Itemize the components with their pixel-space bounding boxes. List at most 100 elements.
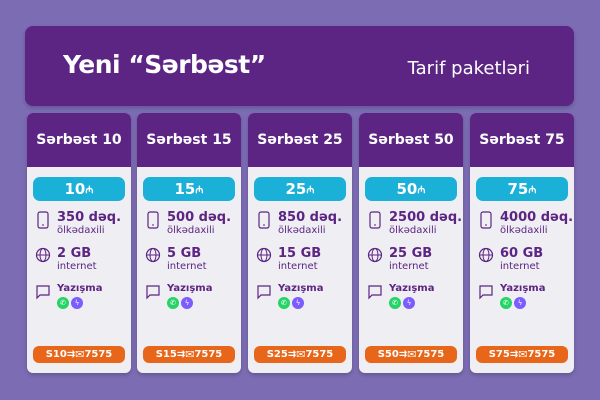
minutes-label: ölkədaxili xyxy=(500,225,548,236)
sms-code-button[interactable]: S25 ⇉ ✉ 7575 xyxy=(254,346,346,363)
minutes-label: ölkədaxili xyxy=(278,225,326,236)
messaging-row: Yazışma ✆ ϟ xyxy=(367,283,463,309)
messaging-label: Yazışma xyxy=(167,283,213,294)
messaging-row: Yazışma ✆ ϟ xyxy=(145,283,241,309)
plan-card[interactable]: Sərbəst 75 75 ₼ 4000 dəq. ölkədaxili 60 GB… xyxy=(470,113,574,373)
sms-code: S15 xyxy=(155,349,177,360)
arrow-icon: ⇉ xyxy=(176,349,186,360)
envelope-icon: ✉ xyxy=(185,348,195,361)
messaging-row: Yazışma ✆ ϟ xyxy=(256,283,352,309)
price-value: 15 xyxy=(174,180,196,198)
currency-symbol: ₼ xyxy=(417,185,426,196)
sms-code: S10 xyxy=(45,349,67,360)
phone-icon xyxy=(369,211,381,229)
price-value: 10 xyxy=(64,180,86,198)
whatsapp-icon: ✆ xyxy=(278,297,290,309)
globe-icon xyxy=(367,247,383,263)
messaging-row: Yazışma ✆ ϟ xyxy=(35,283,131,309)
data-value: 15 GB xyxy=(278,246,322,261)
data-row: 60 GB internet xyxy=(478,247,574,273)
chat-icon xyxy=(479,285,493,300)
price-value: 50 xyxy=(396,180,418,198)
chat-icon xyxy=(257,285,271,300)
minutes-label: ölkədaxili xyxy=(389,225,437,236)
arrow-icon: ⇉ xyxy=(287,349,297,360)
minutes-label: ölkədaxili xyxy=(167,225,215,236)
sms-code: S25 xyxy=(266,349,288,360)
messenger-icon: ϟ xyxy=(292,297,304,309)
minutes-value: 850 dəq. xyxy=(278,210,343,225)
data-value: 5 GB xyxy=(167,246,202,261)
sms-number: 7575 xyxy=(416,349,445,360)
data-value: 2 GB xyxy=(57,246,92,261)
whatsapp-icon: ✆ xyxy=(167,297,179,309)
data-row: 25 GB internet xyxy=(367,247,463,273)
globe-icon xyxy=(478,247,494,263)
phone-icon xyxy=(147,211,159,229)
messaging-row: Yazışma ✆ ϟ xyxy=(478,283,574,309)
plan-card[interactable]: Sərbəst 15 15 ₼ 500 dəq. ölkədaxili 5 GB in… xyxy=(137,113,241,373)
chat-icon xyxy=(36,285,50,300)
messaging-label: Yazışma xyxy=(389,283,435,294)
data-label: internet xyxy=(389,261,429,272)
price-badge: 10 ₼ xyxy=(33,177,125,201)
whatsapp-icon: ✆ xyxy=(389,297,401,309)
chat-icon xyxy=(146,285,160,300)
plan-card[interactable]: Sərbəst 25 25 ₼ 850 dəq. ölkədaxili 15 GB i… xyxy=(248,113,352,373)
globe-icon xyxy=(145,247,161,263)
sms-code-button[interactable]: S75 ⇉ ✉ 7575 xyxy=(476,346,568,363)
page-subtitle: Tarif paketləri xyxy=(407,58,530,79)
sms-code-button[interactable]: S50 ⇉ ✉ 7575 xyxy=(365,346,457,363)
messenger-icon: ϟ xyxy=(181,297,193,309)
globe-icon xyxy=(35,247,51,263)
data-row: 2 GB internet xyxy=(35,247,131,273)
messaging-label: Yazışma xyxy=(500,283,546,294)
data-label: internet xyxy=(500,261,540,272)
price-badge: 75 ₼ xyxy=(476,177,568,201)
sms-number: 7575 xyxy=(527,349,556,360)
sms-code-button[interactable]: S10 ⇉ ✉ 7575 xyxy=(33,346,125,363)
data-value: 25 GB xyxy=(389,246,433,261)
minutes-label: ölkədaxili xyxy=(57,225,105,236)
price-value: 75 xyxy=(507,180,529,198)
data-row: 15 GB internet xyxy=(256,247,352,273)
price-badge: 15 ₼ xyxy=(143,177,235,201)
price-badge: 25 ₼ xyxy=(254,177,346,201)
plan-card[interactable]: Sərbəst 50 50 ₼ 2500 dəq. ölkədaxili 25 GB… xyxy=(359,113,463,373)
minutes-row: 500 dəq. ölkədaxili xyxy=(145,211,241,237)
envelope-icon: ✉ xyxy=(296,348,306,361)
price-badge: 50 ₼ xyxy=(365,177,457,201)
messenger-icon: ϟ xyxy=(71,297,83,309)
envelope-icon: ✉ xyxy=(518,348,528,361)
minutes-value: 4000 dəq. xyxy=(500,210,574,225)
messaging-label: Yazışma xyxy=(278,283,324,294)
messenger-icon: ϟ xyxy=(403,297,415,309)
phone-icon xyxy=(480,211,492,229)
plan-name: Sərbəst 25 xyxy=(248,113,352,167)
sms-number: 7575 xyxy=(194,349,223,360)
sms-number: 7575 xyxy=(84,349,113,360)
minutes-row: 2500 dəq. ölkədaxili xyxy=(367,211,463,237)
currency-symbol: ₼ xyxy=(85,185,94,196)
minutes-value: 350 dəq. xyxy=(57,210,122,225)
data-value: 60 GB xyxy=(500,246,544,261)
page-title: Yeni “Sərbəst” xyxy=(63,50,266,79)
whatsapp-icon: ✆ xyxy=(500,297,512,309)
messenger-icon: ϟ xyxy=(514,297,526,309)
minutes-row: 4000 dəq. ölkədaxili xyxy=(478,211,574,237)
minutes-value: 2500 dəq. xyxy=(389,210,463,225)
plan-card[interactable]: Sərbəst 10 10 ₼ 350 dəq. ölkədaxili 2 GB in… xyxy=(27,113,131,373)
whatsapp-icon: ✆ xyxy=(57,297,69,309)
data-label: internet xyxy=(167,261,207,272)
sms-code: S75 xyxy=(488,349,510,360)
plan-name: Sərbəst 50 xyxy=(359,113,463,167)
arrow-icon: ⇉ xyxy=(509,349,519,360)
sms-code: S50 xyxy=(377,349,399,360)
minutes-row: 350 dəq. ölkədaxili xyxy=(35,211,131,237)
arrow-icon: ⇉ xyxy=(66,349,76,360)
sms-code-button[interactable]: S15 ⇉ ✉ 7575 xyxy=(143,346,235,363)
currency-symbol: ₼ xyxy=(528,185,537,196)
envelope-icon: ✉ xyxy=(407,348,417,361)
plan-name: Sərbəst 15 xyxy=(137,113,241,167)
data-label: internet xyxy=(278,261,318,272)
